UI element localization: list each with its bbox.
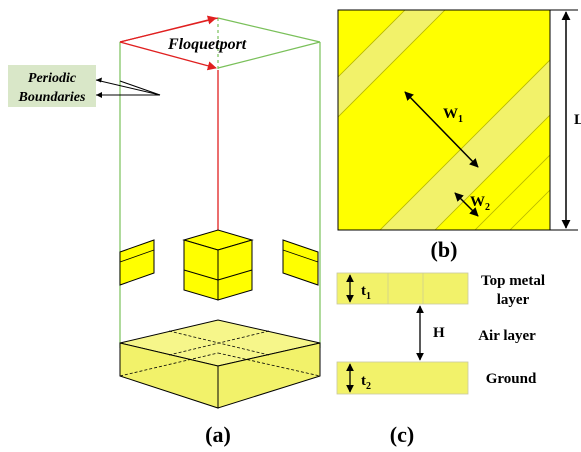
panel-a-caption: (a) [205, 422, 231, 447]
w1-dimension-arrow [404, 91, 479, 168]
ground-label: Ground [486, 371, 537, 387]
t2-label: t2 [361, 373, 371, 392]
top-metal-layer [336, 272, 469, 305]
patch-fragment-center [182, 229, 254, 301]
panel-c-side-view: t1 Top metal layer H Air layer t2 Ground… [336, 272, 545, 447]
panel-b-caption: (b) [431, 237, 458, 262]
diagonal-strip-upper [338, 10, 446, 118]
l-dimension [550, 9, 578, 231]
floquet-port-arrows [119, 15, 223, 249]
l-label: L [574, 112, 581, 128]
periodic-boundaries-label-box [8, 65, 96, 107]
panel-c-caption: (c) [390, 422, 414, 447]
periodic-boundaries-pointers [95, 79, 161, 96]
ground-layer [336, 361, 469, 395]
ground-substrate-slab [119, 319, 321, 409]
floquet-port-label: Floquetport [167, 36, 247, 53]
w2-dimension-arrow [454, 192, 479, 217]
panel-b-top-view: W1 W2 L (b) [337, 9, 581, 262]
w1-label: W1 [443, 106, 463, 125]
top-metal-layer-label-line2: layer [497, 292, 530, 308]
air-layer-label: Air layer [478, 328, 536, 344]
t1-label: t1 [361, 283, 371, 302]
top-metal-layer-label-line1: Top metal [481, 273, 545, 289]
periodic-boundaries-label-line2: Boundaries [18, 90, 86, 105]
w2-label: W2 [470, 194, 490, 213]
panel-a-unit-cell: Floquetport Periodic Boundaries [8, 15, 321, 447]
h-label: H [433, 325, 445, 341]
periodic-boundaries-label-line1: Periodic [28, 71, 77, 86]
patch-fragment-right [282, 239, 319, 286]
patch-fragment-left [119, 239, 155, 286]
